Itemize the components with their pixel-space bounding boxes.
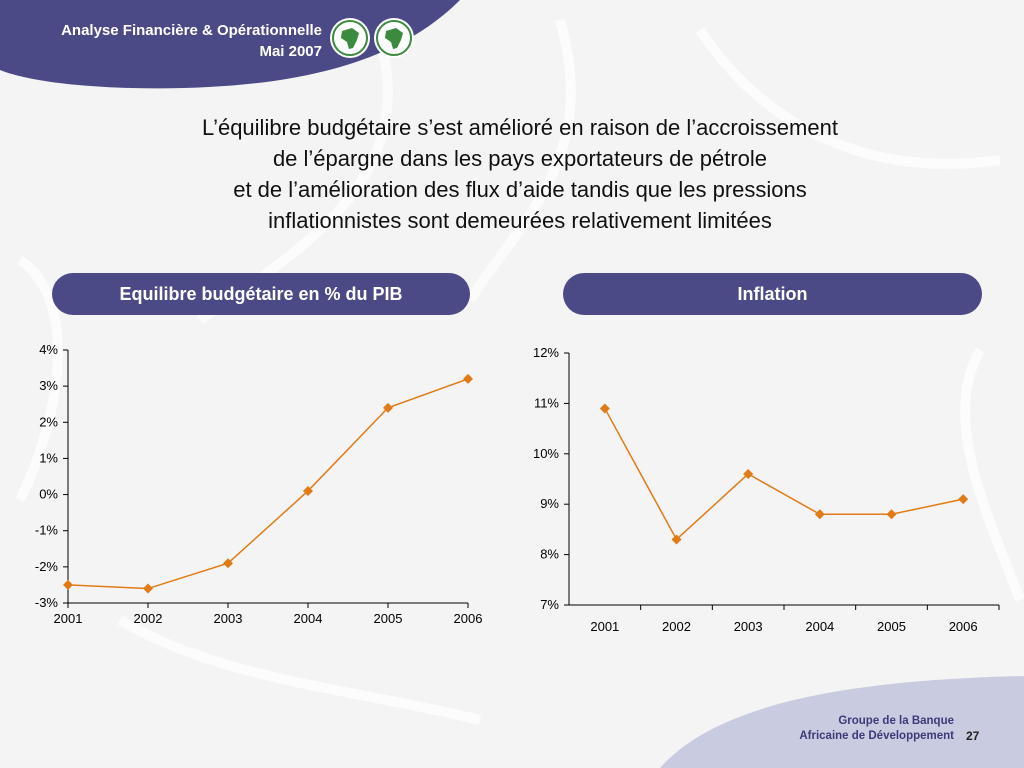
y-tick-label: 3% [39, 378, 58, 393]
footer-organization: Groupe de la Banque Africaine de Dévelop… [760, 714, 954, 744]
inflation-chart: 12% 11% 10% 9% 8% 7% 2001 2002 2003 2004 2005 2006 [533, 345, 1000, 634]
budget-balance-chart: 4% 3% 2% 1% 0% -1% -2% -3%2001 2002 2003 2004 2005 2… [35, 342, 483, 626]
x-tick-label: 2001 [54, 611, 83, 626]
header-date: Mai 2007 [259, 43, 322, 60]
afdb-logo-right [374, 18, 414, 58]
x-tick-label: 2002 [662, 619, 691, 634]
data-point [463, 373, 473, 384]
x-tick-label: 2003 [214, 611, 243, 626]
y-tick-label: 8% [540, 547, 559, 562]
data-point [303, 485, 313, 496]
page-number: 27 [966, 729, 980, 743]
y-tick-label: -1% [35, 523, 59, 538]
y-tick-label: 12% [533, 345, 559, 360]
x-tick-label: 2005 [877, 619, 906, 634]
x-tick-label: 2006 [949, 619, 978, 634]
y-tick-label: -2% [35, 559, 59, 574]
x-tick-label: 2006 [454, 611, 483, 626]
x-tick-label: 2003 [734, 619, 763, 634]
y-tick-label: 1% [39, 450, 58, 465]
header-title: Analyse Financière & Opérationnelle [61, 22, 322, 39]
chart-title-budget: Equilibre budgétaire en % du PIB [52, 273, 470, 315]
data-point [63, 579, 73, 590]
x-tick-label: 2005 [374, 611, 403, 626]
header: Analyse Financière & Opérationnelle Mai … [22, 20, 322, 62]
title-line: et de l’amélioration des flux d’aide tan… [233, 177, 807, 202]
title-line: de l’épargne dans les pays exportateurs … [272, 146, 768, 171]
y-tick-label: 11% [534, 395, 559, 410]
afdb-logo-left [330, 18, 370, 58]
slide-title: L’équilibre budgétaire s’est amélioré en… [100, 112, 940, 236]
chart-title-inflation: Inflation [563, 273, 982, 315]
org-name-line2: Africaine de Développement [799, 730, 954, 742]
y-tick-label: 0% [39, 487, 58, 502]
footer-banner [660, 676, 1024, 768]
data-point [599, 403, 610, 414]
y-tick-label: 2% [39, 414, 58, 429]
y-tick-label: 7% [540, 597, 559, 612]
data-point [958, 494, 969, 505]
data-point [886, 509, 897, 520]
series-line [604, 408, 964, 541]
data-point [383, 402, 393, 413]
data-point [814, 509, 825, 520]
x-tick-label: 2004 [294, 611, 323, 626]
data-point [143, 583, 153, 594]
series-line [67, 378, 469, 590]
y-tick-label: 10% [533, 446, 559, 461]
title-line: inflationnistes sont demeurées relativem… [268, 208, 772, 233]
y-tick-label: 4% [39, 342, 58, 357]
title-line: L’équilibre budgétaire s’est amélioré en… [202, 115, 838, 140]
y-tick-label: 9% [540, 496, 559, 511]
data-point [671, 534, 682, 545]
y-tick-label: -3% [35, 595, 59, 610]
data-point [223, 558, 233, 569]
x-tick-label: 2002 [134, 611, 163, 626]
org-name-line1: Groupe de la Banque [838, 715, 954, 727]
afdb-logos [330, 18, 414, 58]
x-tick-label: 2004 [805, 619, 834, 634]
data-point [743, 468, 754, 479]
x-tick-label: 2001 [590, 619, 619, 634]
